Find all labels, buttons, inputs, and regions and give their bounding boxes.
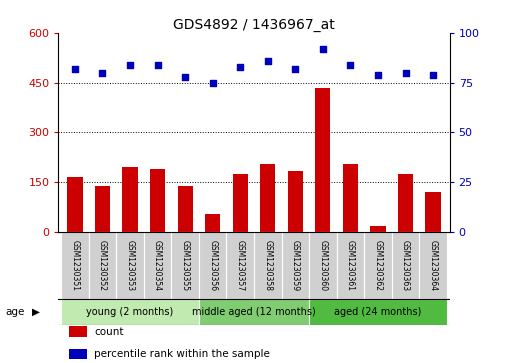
Bar (426, 192, 440, 232)
Text: ▶: ▶ (32, 307, 40, 317)
Text: percentile rank within the sample: percentile rank within the sample (94, 349, 270, 359)
Bar (419, 232, 447, 299)
Bar (95, 186, 110, 232)
Point (236, 64, 244, 70)
Text: GSM1230352: GSM1230352 (98, 240, 107, 291)
Bar (281, 232, 309, 299)
Text: GSM1230363: GSM1230363 (401, 240, 410, 291)
Bar (89, 232, 116, 299)
Point (346, 62, 355, 68)
Bar (150, 169, 165, 232)
Text: GSM1230364: GSM1230364 (429, 240, 437, 291)
Text: GSM1230356: GSM1230356 (208, 240, 217, 291)
Bar (122, 167, 138, 232)
Point (319, 46, 327, 52)
Bar (61, 299, 199, 325)
Text: young (2 months): young (2 months) (86, 307, 174, 317)
Text: age: age (5, 307, 24, 317)
Bar (144, 232, 171, 299)
Bar (364, 232, 392, 299)
Bar (343, 164, 358, 232)
Text: GSM1230359: GSM1230359 (291, 240, 300, 291)
Bar (260, 164, 275, 232)
Bar (392, 232, 419, 299)
Bar (315, 87, 330, 232)
Bar (227, 232, 254, 299)
Point (429, 72, 437, 77)
Point (153, 62, 162, 68)
Text: middle aged (12 months): middle aged (12 months) (192, 307, 316, 317)
Bar (116, 232, 144, 299)
Text: GSM1230358: GSM1230358 (263, 240, 272, 291)
Bar (68, 178, 82, 232)
Text: GSM1230357: GSM1230357 (236, 240, 245, 291)
Bar (205, 214, 220, 232)
Bar (69, 326, 87, 337)
Point (99, 70, 107, 76)
Text: GSM1230355: GSM1230355 (181, 240, 189, 291)
Text: GSM1230353: GSM1230353 (125, 240, 135, 291)
Text: GSM1230360: GSM1230360 (319, 240, 327, 291)
Point (374, 72, 382, 77)
Point (209, 79, 217, 85)
Text: GDS4892 / 1436967_at: GDS4892 / 1436967_at (173, 18, 335, 32)
Bar (370, 226, 386, 232)
Bar (199, 232, 227, 299)
Text: GSM1230351: GSM1230351 (71, 240, 79, 291)
Point (291, 66, 299, 72)
Text: count: count (94, 327, 124, 337)
Point (264, 58, 272, 64)
Bar (61, 232, 89, 299)
Text: GSM1230354: GSM1230354 (153, 240, 162, 291)
Point (401, 70, 409, 76)
Point (181, 74, 189, 79)
Point (126, 62, 134, 68)
Bar (254, 232, 281, 299)
Bar (337, 232, 364, 299)
Bar (69, 348, 87, 359)
Bar (309, 232, 337, 299)
Bar (398, 174, 413, 232)
Bar (233, 174, 248, 232)
Bar (309, 299, 447, 325)
Text: aged (24 months): aged (24 months) (334, 307, 422, 317)
Text: GSM1230362: GSM1230362 (373, 240, 383, 291)
Bar (199, 299, 309, 325)
Text: GSM1230361: GSM1230361 (346, 240, 355, 291)
Point (71, 66, 79, 72)
Bar (178, 186, 193, 232)
Bar (288, 171, 303, 232)
Bar (171, 232, 199, 299)
